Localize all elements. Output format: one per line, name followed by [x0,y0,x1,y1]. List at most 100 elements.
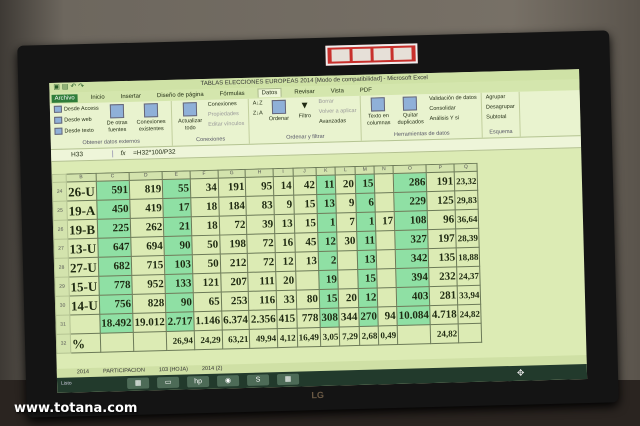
cell-L26[interactable]: 7 [336,212,357,233]
cell-N31[interactable]: 94 [378,306,398,326]
cell-H26[interactable]: 39 [246,214,275,235]
cell-J24[interactable]: 42 [292,175,317,196]
cell-L27[interactable]: 30 [337,231,358,251]
cell-F27[interactable]: 50 [191,235,220,255]
cell-H27[interactable]: 72 [247,233,276,254]
cell-I32[interactable]: 4,12 [277,328,298,348]
cell-D31[interactable]: 19.012 [132,312,167,333]
cell-D28[interactable]: 715 [131,255,165,276]
cell-B30[interactable]: 14-U [69,295,100,316]
cell-O30[interactable]: 403 [396,286,431,307]
cell-G31[interactable]: 6.374 [221,310,250,331]
row-header[interactable]: 32 [56,334,71,354]
cell-P26[interactable]: 96 [427,209,456,230]
cell-P30[interactable]: 281 [429,285,458,306]
cell-C25[interactable]: 450 [96,199,131,220]
cell-K32[interactable]: 3,05 [320,326,341,347]
cell-Q32[interactable] [458,323,483,343]
taskbar-folder-icon[interactable]: ▭ [156,376,180,389]
cell-B29[interactable]: 15-U [68,276,100,297]
taskbar-excel-icon[interactable]: ▦ [126,377,150,390]
row-header[interactable]: 30 [55,296,70,316]
clear-button[interactable]: Borrar [318,98,334,105]
cell-C27[interactable]: 647 [97,237,132,258]
cell-P27[interactable]: 197 [428,228,457,249]
subtotal-button[interactable]: Subtotal [486,114,507,121]
row-header[interactable]: 26 [53,220,68,240]
row-header[interactable]: 25 [52,201,68,221]
cell-P24[interactable]: 191 [426,171,455,192]
cell-G27[interactable]: 198 [219,234,248,255]
cell-K29[interactable]: 19 [318,269,339,290]
cell-O31[interactable]: 10.084 [396,305,431,326]
cell-J32[interactable]: 16,49 [296,327,321,348]
tab-inicio[interactable]: Inicio [90,94,105,101]
text-to-columns-button[interactable]: Texto en columnas [365,97,392,132]
properties-button[interactable]: Propiedades [207,111,239,118]
formula-input[interactable]: =H32*100/P32 [132,148,176,157]
cell-H32[interactable]: 49,94 [249,328,278,349]
cell-N24[interactable] [374,173,394,193]
cell-H28[interactable]: 72 [247,252,276,273]
cell-M24[interactable]: 15 [355,173,376,194]
cell-M30[interactable]: 12 [358,287,379,308]
cell-F28[interactable]: 50 [192,254,221,274]
filter-button[interactable]: ▼ Filtro [298,100,312,120]
cell-L32[interactable]: 7,29 [339,326,360,346]
cell-B28[interactable]: 27-U [68,257,99,278]
cell-D24[interactable]: 819 [129,179,163,200]
advanced-button[interactable]: Avanzadas [318,118,347,125]
taskbar-chrome-icon[interactable]: ◉ [216,375,240,387]
cell-I28[interactable]: 12 [275,252,296,272]
cell-B26[interactable]: 19-B [67,219,98,240]
cell-M29[interactable]: 15 [357,268,378,289]
cell-Q25[interactable]: 29,83 [454,190,479,210]
cell-C26[interactable]: 225 [97,218,131,239]
data-validation-button[interactable]: Validación de datos [429,94,477,103]
cell-D29[interactable]: 952 [131,274,166,295]
cell-M32[interactable]: 2,68 [359,325,380,346]
cell-G24[interactable]: 191 [217,177,247,198]
cell-H25[interactable]: 83 [246,195,275,216]
cell-J26[interactable]: 15 [293,213,318,234]
cell-L30[interactable]: 20 [338,288,359,308]
cell-Q31[interactable]: 24,82 [457,304,482,324]
ungroup-button[interactable]: Desagrupar [485,103,515,111]
cell-N28[interactable] [376,249,396,269]
cell-Q26[interactable]: 36,64 [455,209,480,229]
cell-K27[interactable]: 12 [317,232,338,252]
existing-connections-button[interactable]: Conexiones existentes [135,103,168,138]
taskbar-excel2-icon[interactable]: ▦ [276,373,300,386]
cell-O26[interactable]: 108 [394,210,429,231]
cell-G25[interactable]: 184 [218,196,247,217]
cell-F30[interactable]: 65 [193,292,222,312]
cell-I25[interactable]: 9 [273,195,294,215]
cell-E31[interactable]: 2.717 [165,311,195,332]
tab-archivo[interactable]: Archivo [51,93,78,103]
cell-N25[interactable] [375,192,395,212]
other-sources-button[interactable]: De otras fuentes [103,104,132,139]
sheet-tab[interactable]: 2014 [76,369,90,376]
cell-H30[interactable]: 116 [248,290,277,311]
tab-formulas[interactable]: Fórmulas [219,90,245,98]
cell-O27[interactable]: 327 [394,229,429,250]
cell-Q30[interactable]: 33,94 [457,285,482,305]
cell-M25[interactable]: 6 [355,192,376,213]
cell-G26[interactable]: 72 [218,215,248,236]
cell-K25[interactable]: 13 [316,194,337,214]
from-web-button[interactable]: Desde web [54,116,99,125]
cell-C24[interactable]: 591 [96,180,130,201]
tab-pdf[interactable]: PDF [359,87,372,94]
cell-C28[interactable]: 682 [98,256,132,277]
taskbar-hp-icon[interactable]: hp [186,375,210,388]
cell-E32[interactable]: 26,94 [166,330,195,351]
connections-button[interactable]: Conexiones [207,101,237,108]
cell-C32[interactable] [100,332,134,353]
cell-H31[interactable]: 2.356 [249,309,278,330]
sort-za-icon[interactable]: Z↓A [252,110,263,117]
cell-D26[interactable]: 262 [130,217,164,238]
cell-E24[interactable]: 55 [162,178,191,199]
cell-M28[interactable]: 13 [357,249,378,270]
from-access-button[interactable]: Desde Access [53,105,99,114]
tab-revisar[interactable]: Revisar [294,88,315,96]
